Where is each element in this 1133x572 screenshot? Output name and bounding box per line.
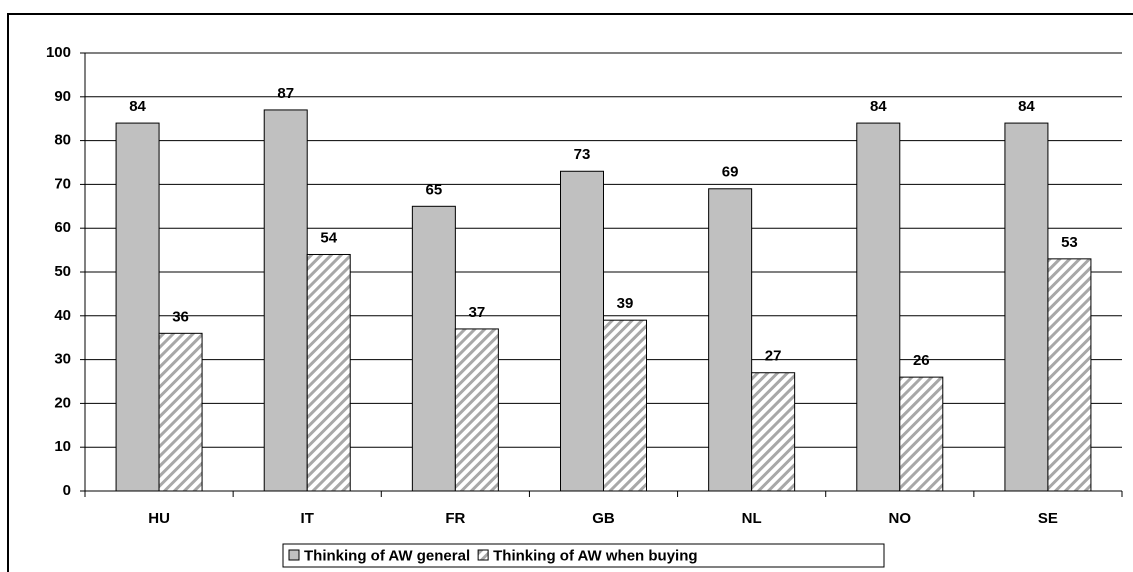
bar [115, 122, 160, 492]
bar [603, 319, 647, 492]
data-label: 26 [913, 352, 930, 369]
y-tick-label: 30 [54, 351, 71, 368]
x-tick-label: GB [592, 510, 615, 527]
x-tick-label: IT [301, 510, 314, 527]
bar [1004, 122, 1049, 492]
data-label: 53 [1061, 234, 1078, 251]
bar [306, 253, 351, 492]
bar [751, 372, 796, 492]
bar [708, 188, 753, 492]
y-tick-label: 70 [54, 175, 71, 192]
y-tick-label: 10 [54, 438, 71, 455]
y-tick-label: 0 [63, 482, 71, 499]
legend-label: Thinking of AW when buying [493, 547, 697, 564]
data-label: 65 [426, 181, 443, 198]
bar [263, 109, 308, 492]
data-label: 84 [129, 98, 146, 115]
bar [454, 328, 499, 492]
data-label: 54 [320, 229, 337, 246]
data-label: 37 [469, 304, 486, 321]
y-tick-label: 100 [46, 44, 71, 61]
bar [1047, 258, 1092, 492]
bar [899, 376, 944, 492]
y-tick-label: 60 [54, 219, 71, 236]
data-label: 84 [870, 98, 887, 115]
x-tick-label: NL [742, 510, 762, 527]
data-label: 84 [1018, 98, 1035, 115]
frame [7, 13, 1133, 572]
legend-label: Thinking of AW general [304, 547, 470, 564]
data-label: 36 [172, 308, 189, 325]
y-tick-label: 90 [54, 88, 71, 105]
bar [158, 332, 203, 492]
data-label: 69 [722, 164, 739, 181]
x-tick-label: HU [148, 510, 170, 527]
x-tick-label: FR [445, 510, 465, 527]
y-tick-label: 80 [54, 132, 71, 149]
y-tick-label: 20 [54, 394, 71, 411]
y-tick-label: 50 [54, 263, 71, 280]
data-label: 27 [765, 348, 782, 365]
x-tick-label: NO [889, 510, 912, 527]
legend-box [282, 543, 885, 568]
bar [560, 170, 604, 492]
data-label: 87 [277, 85, 294, 102]
data-label: 73 [574, 146, 591, 163]
data-label: 39 [617, 295, 634, 312]
y-tick-label: 40 [54, 307, 71, 324]
legend-swatch [477, 549, 489, 561]
x-tick-label: SE [1038, 510, 1058, 527]
legend-swatch [288, 549, 300, 561]
bar [856, 122, 901, 492]
bar [411, 205, 456, 492]
